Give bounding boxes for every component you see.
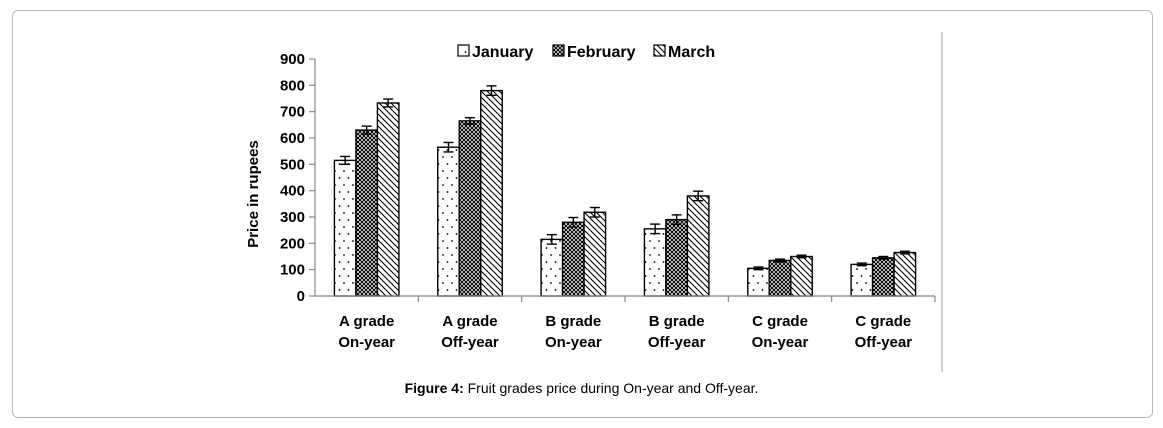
figure-frame [12, 10, 1153, 418]
x-category-label: Off-year [648, 334, 706, 351]
y-tick-label: 700 [280, 104, 305, 121]
x-axis-labels: A grade On-year A grade Off-year B grade On-y… [338, 296, 936, 351]
bar-january [333, 159, 357, 297]
bar-february [561, 221, 585, 297]
x-category-label: Off-year [855, 334, 913, 351]
x-category-label: A grade [339, 313, 394, 330]
x-category-label: A grade [442, 313, 497, 330]
bar-march [893, 251, 917, 297]
bars-group [333, 85, 917, 297]
x-category-label: On-year [545, 334, 602, 351]
bar-february [871, 257, 895, 297]
bar-january [643, 228, 667, 297]
chart-legend: January February March [457, 44, 715, 61]
x-category-label: On-year [338, 334, 395, 351]
y-tick-label: 900 [280, 51, 305, 68]
y-axis-ticks: 0 100 200 300 400 500 600 700 800 900 [280, 51, 315, 305]
figure-caption: Figure 4: Fruit grades price during On-y… [0, 380, 1163, 396]
bar-january [437, 146, 460, 297]
bar-february [768, 259, 792, 297]
bar-march [376, 102, 400, 297]
y-tick-label: 500 [280, 156, 305, 173]
y-tick-label: 400 [280, 183, 305, 200]
x-category-label: Off-year [441, 334, 499, 351]
y-tick-label: 100 [280, 262, 305, 279]
bar-march [480, 89, 503, 297]
bar-february [355, 129, 379, 297]
caption-label: Figure 4: [404, 380, 464, 396]
bar-january [540, 238, 564, 297]
x-category-label: C grade [855, 313, 911, 330]
y-axis-label: Price in rupees [245, 140, 262, 248]
y-tick-label: 300 [280, 209, 305, 226]
legend-swatch-march [653, 44, 666, 57]
bar-january [747, 267, 770, 297]
legend-label-january: January [472, 44, 533, 61]
y-tick-label: 200 [280, 235, 305, 252]
bar-january [850, 263, 874, 297]
y-tick-label: 800 [280, 77, 305, 94]
x-category-label: B grade [545, 313, 601, 330]
y-tick-label: 0 [297, 288, 305, 305]
bar-february [665, 218, 689, 297]
x-category-label: C grade [752, 313, 808, 330]
y-tick-label: 600 [280, 130, 305, 147]
legend-swatch-january [457, 44, 470, 57]
x-category-label: On-year [752, 334, 809, 351]
bar-march [583, 211, 607, 297]
legend-label-march: March [668, 44, 715, 61]
bar-march [686, 195, 710, 297]
caption-text: Fruit grades price during On-year and Of… [463, 380, 759, 396]
x-category-label: B grade [649, 313, 705, 330]
legend-label-february: February [567, 44, 636, 61]
bar-february [458, 120, 482, 297]
bar-march [790, 255, 813, 297]
legend-swatch-february [552, 44, 565, 57]
